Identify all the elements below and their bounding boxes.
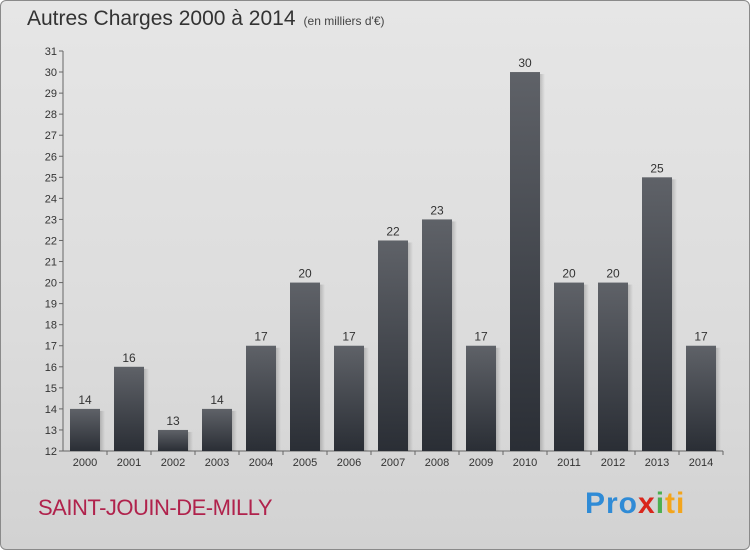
y-tick-label: 21 [45, 257, 57, 269]
bar-shadow [144, 368, 149, 451]
x-tick-label: 2012 [601, 457, 625, 469]
bar [334, 345, 364, 451]
bar-value-label: 13 [166, 414, 180, 428]
bar-value-label: 17 [694, 330, 708, 344]
bar-value-label: 16 [122, 351, 136, 365]
x-tick-label: 2003 [205, 457, 229, 469]
y-tick-label: 27 [45, 130, 57, 142]
bar [686, 345, 716, 451]
y-tick-label: 31 [45, 46, 57, 58]
bar [422, 219, 452, 451]
bar [466, 345, 496, 451]
chart-title: Autres Charges 2000 à 2014 (en milliers d… [27, 7, 385, 31]
y-tick-label: 19 [45, 299, 57, 311]
bar-shadow [540, 74, 545, 451]
bar-shadow [408, 242, 413, 451]
bar-shadow [100, 410, 105, 451]
x-tick-label: 2006 [337, 457, 361, 469]
x-tick-label: 2008 [425, 457, 449, 469]
x-tick-label: 2010 [513, 457, 537, 469]
y-tick-label: 26 [45, 151, 57, 163]
logo-part-3: i [655, 487, 666, 520]
x-tick-label: 2013 [645, 457, 669, 469]
bar [290, 282, 320, 451]
bar-value-label: 20 [298, 267, 312, 281]
y-tick-label: 13 [45, 425, 57, 437]
bar-value-label: 17 [474, 330, 488, 344]
bar [598, 282, 628, 451]
bar [114, 366, 144, 451]
y-tick-label: 23 [45, 214, 57, 226]
y-tick-label: 15 [45, 383, 57, 395]
chart-subtitle: (en milliers d'€) [303, 14, 385, 28]
bar [378, 240, 408, 451]
bar-shadow [276, 347, 281, 451]
x-tick-label: 2007 [381, 457, 405, 469]
bar-value-label: 14 [210, 393, 224, 407]
bar-value-label: 23 [430, 203, 444, 217]
bar-value-label: 25 [650, 161, 664, 175]
bar [202, 408, 232, 451]
bar-value-label: 17 [342, 330, 356, 344]
y-tick-label: 29 [45, 88, 57, 100]
bar-shadow [672, 179, 677, 451]
bar-shadow [452, 221, 457, 451]
x-tick-label: 2014 [689, 457, 713, 469]
bar-value-label: 20 [606, 267, 620, 281]
x-tick-label: 2005 [293, 457, 317, 469]
x-tick-label: 2004 [249, 457, 273, 469]
bar-shadow [364, 347, 369, 451]
x-tick-label: 2009 [469, 457, 493, 469]
y-tick-label: 28 [45, 109, 57, 121]
bar-value-label: 17 [254, 330, 268, 344]
bar-shadow [188, 431, 193, 451]
bar-shadow [628, 284, 633, 451]
y-tick-label: 16 [45, 362, 57, 374]
x-tick-label: 2002 [161, 457, 185, 469]
logo-part-2: x [638, 487, 656, 520]
y-tick-label: 25 [45, 172, 57, 184]
y-tick-label: 20 [45, 278, 57, 290]
bar-shadow [716, 347, 721, 451]
bar [554, 282, 584, 451]
bar-value-label: 14 [78, 393, 92, 407]
y-tick-label: 24 [45, 193, 57, 205]
bar [642, 177, 672, 451]
x-tick-label: 2000 [73, 457, 97, 469]
commune-name: SAINT-JOUIN-DE-MILLY [38, 495, 273, 520]
logo-part-4: ti [665, 487, 686, 520]
bar-value-label: 20 [562, 267, 576, 281]
y-tick-label: 14 [45, 404, 57, 416]
bar-value-label: 22 [386, 224, 400, 238]
bar-shadow [496, 347, 501, 451]
x-tick-label: 2001 [117, 457, 141, 469]
y-tick-label: 17 [45, 341, 57, 353]
bar [70, 408, 100, 451]
bar-shadow [584, 284, 589, 451]
y-tick-label: 12 [45, 446, 57, 458]
bar-value-label: 30 [518, 56, 532, 70]
y-tick-label: 18 [45, 320, 57, 332]
chart-title-text: Autres Charges 2000 à 2014 [27, 7, 296, 30]
bar-shadow [320, 284, 325, 451]
bar-shadow [232, 410, 237, 451]
x-tick-label: 2011 [557, 457, 581, 469]
y-tick-label: 30 [45, 67, 57, 79]
logo-part-1: Pro [585, 487, 639, 520]
bar [158, 429, 188, 451]
y-tick-label: 22 [45, 235, 57, 247]
bar [510, 72, 540, 451]
proxiti-logo: Proxiti [585, 487, 685, 521]
bar [246, 345, 276, 451]
